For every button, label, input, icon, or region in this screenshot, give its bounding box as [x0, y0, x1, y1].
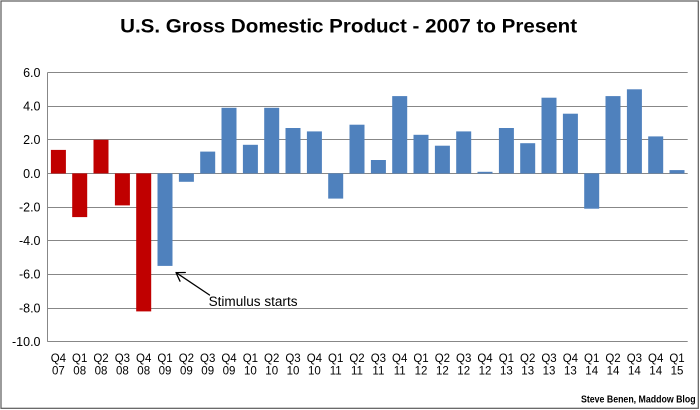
svg-text:Q4: Q4 [221, 353, 237, 365]
svg-text:Q3: Q3 [200, 353, 215, 365]
svg-text:Q2: Q2 [435, 353, 450, 365]
svg-text:-10.0: -10.0 [12, 335, 41, 349]
svg-text:07: 07 [52, 366, 65, 378]
svg-text:4.0: 4.0 [23, 100, 40, 114]
svg-text:08: 08 [116, 366, 129, 378]
svg-text:Q1: Q1 [669, 353, 684, 365]
svg-text:14: 14 [628, 366, 641, 378]
svg-text:Q3: Q3 [115, 353, 130, 365]
svg-text:-6.0: -6.0 [19, 268, 41, 282]
svg-text:Q3: Q3 [285, 353, 300, 365]
svg-text:11: 11 [394, 366, 406, 378]
svg-text:08: 08 [95, 366, 108, 378]
svg-text:08: 08 [137, 366, 150, 378]
svg-text:10: 10 [308, 366, 321, 378]
svg-text:-4.0: -4.0 [19, 234, 41, 248]
svg-text:Q1: Q1 [328, 353, 343, 365]
svg-text:Q4: Q4 [307, 353, 323, 365]
svg-text:11: 11 [351, 366, 363, 378]
svg-text:09: 09 [223, 366, 236, 378]
svg-text:Q3: Q3 [541, 353, 556, 365]
svg-text:-2.0: -2.0 [19, 200, 41, 214]
svg-text:Q3: Q3 [371, 353, 386, 365]
svg-text:Q1: Q1 [413, 353, 428, 365]
svg-text:Q4: Q4 [648, 353, 664, 365]
svg-text:13: 13 [564, 366, 577, 378]
svg-text:13: 13 [543, 366, 556, 378]
svg-text:Steve Benen, Maddow Blog: Steve Benen, Maddow Blog [581, 394, 696, 406]
svg-text:Q3: Q3 [627, 353, 642, 365]
svg-text:Q2: Q2 [349, 353, 364, 365]
svg-text:11: 11 [372, 366, 384, 378]
svg-text:2.0: 2.0 [23, 133, 40, 147]
svg-text:Q3: Q3 [456, 353, 471, 365]
svg-text:14: 14 [649, 366, 662, 378]
svg-text:Q1: Q1 [72, 353, 87, 365]
svg-text:Stimulus starts: Stimulus starts [209, 294, 298, 309]
svg-text:10: 10 [265, 366, 278, 378]
svg-text:Q2: Q2 [605, 353, 620, 365]
svg-text:-8.0: -8.0 [19, 301, 41, 315]
svg-text:11: 11 [330, 366, 342, 378]
svg-text:Q2: Q2 [264, 353, 279, 365]
svg-text:Q4: Q4 [477, 353, 493, 365]
svg-text:12: 12 [436, 366, 449, 378]
svg-text:12: 12 [457, 366, 470, 378]
svg-text:Q2: Q2 [93, 353, 108, 365]
svg-text:U.S. Gross Domestic Product -: U.S. Gross Domestic Product - 2007 to Pr… [120, 17, 578, 38]
svg-text:0.0: 0.0 [23, 167, 40, 181]
svg-text:09: 09 [180, 366, 193, 378]
svg-text:10: 10 [244, 366, 257, 378]
svg-text:Q2: Q2 [179, 353, 194, 365]
svg-text:13: 13 [521, 366, 534, 378]
svg-text:10: 10 [287, 366, 300, 378]
svg-text:Q4: Q4 [51, 353, 67, 365]
svg-text:14: 14 [585, 366, 598, 378]
svg-text:Q1: Q1 [157, 353, 172, 365]
svg-text:Q1: Q1 [499, 353, 514, 365]
svg-text:15: 15 [671, 366, 684, 378]
svg-text:08: 08 [73, 366, 86, 378]
svg-text:12: 12 [479, 366, 492, 378]
svg-text:Q4: Q4 [392, 353, 408, 365]
svg-text:Q4: Q4 [563, 353, 579, 365]
svg-text:Q2: Q2 [520, 353, 535, 365]
svg-text:Q1: Q1 [584, 353, 599, 365]
svg-text:Q1: Q1 [243, 353, 258, 365]
svg-text:09: 09 [201, 366, 214, 378]
svg-text:09: 09 [159, 366, 172, 378]
svg-text:6.0: 6.0 [23, 66, 40, 80]
svg-text:Q4: Q4 [136, 353, 152, 365]
svg-text:14: 14 [607, 366, 620, 378]
svg-text:12: 12 [415, 366, 428, 378]
svg-text:13: 13 [500, 366, 513, 378]
